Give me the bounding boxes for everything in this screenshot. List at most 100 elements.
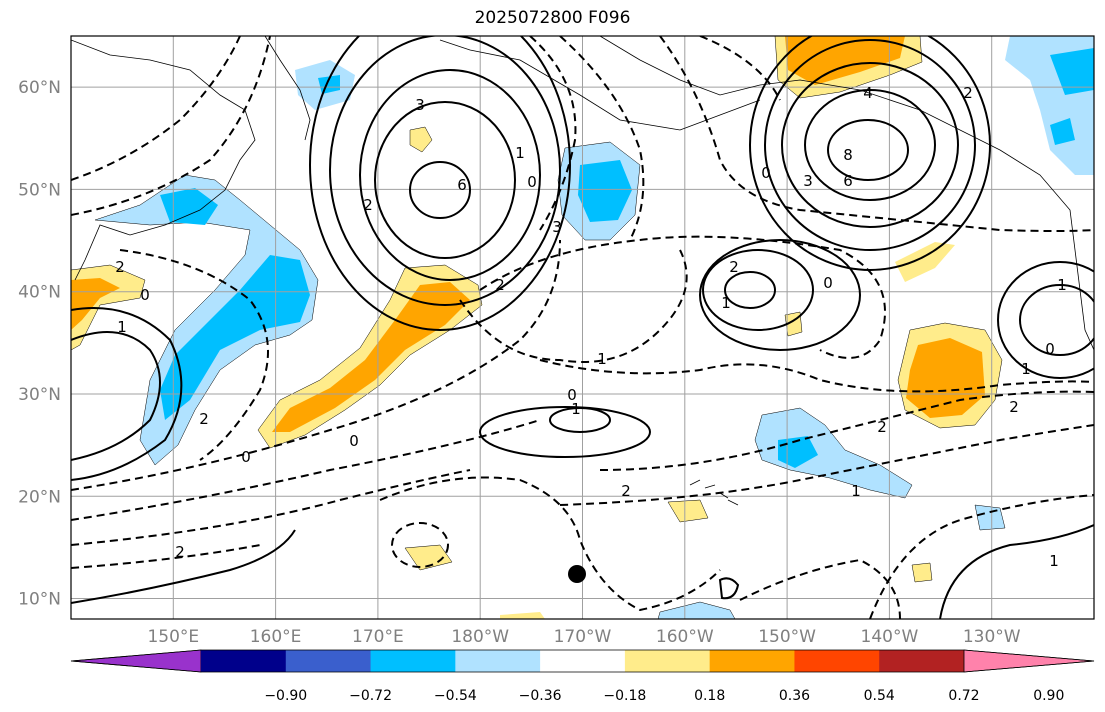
latitude-axis: 60°N 50°N 40°N 30°N 20°N 10°N — [18, 78, 61, 609]
dashed-contours — [71, 36, 1094, 619]
dashed-contour-10 — [869, 494, 1094, 619]
colorbar-tick-label: −0.54 — [434, 688, 477, 704]
dashed-contour-north-2 — [71, 36, 271, 216]
contour-right-1 — [1019, 284, 1094, 356]
colorbar-segment — [709, 650, 795, 672]
contour-value-label: 0 — [241, 448, 251, 466]
contour-high-central-3 — [359, 69, 541, 281]
contour-high-central-2 — [374, 101, 516, 259]
contour-value-label: 0 — [761, 164, 771, 182]
latitude-label: 10°N — [18, 590, 61, 610]
contour-value-label: 8 — [843, 146, 853, 164]
contour-value-label: 0 — [527, 173, 537, 191]
contour-value-label: 3 — [415, 96, 425, 114]
contour-value-label: 2 — [363, 196, 373, 214]
dashed-contour-north-5 — [659, 36, 1094, 232]
colorbar-segment — [794, 650, 880, 672]
coastlines — [71, 36, 1094, 506]
latitude-label: 40°N — [18, 283, 61, 303]
positive-anomaly-small-6 — [911, 562, 933, 583]
contour-small-1 — [718, 577, 740, 600]
colorbar-segment — [370, 650, 456, 672]
colorbar-tick-label: 0.90 — [1033, 688, 1064, 704]
dashed-contour-8 — [559, 424, 1094, 506]
positive-anomaly-east-core — [906, 338, 985, 418]
colorbar-extend-high — [963, 649, 1095, 673]
colorbar-segment — [285, 650, 372, 672]
contour-high-central-4 — [329, 36, 561, 306]
contour-south-1 — [71, 529, 296, 604]
contour-value-label: 2 — [495, 276, 505, 294]
dashed-contour-6 — [539, 359, 1094, 393]
negative-anomaly-west-core — [160, 188, 310, 420]
contour-value-label: 0 — [823, 274, 833, 292]
colorbar-tick-label: −0.72 — [349, 688, 392, 704]
contour-value-label: 2 — [963, 84, 973, 102]
longitude-label: 180°W — [451, 627, 509, 647]
colorbar-segment — [879, 650, 965, 672]
gridlines — [71, 36, 1094, 619]
dashed-contour-mid-ring-2 — [459, 249, 688, 363]
longitude-label: 160°E — [250, 627, 302, 647]
contour-value-label: 0 — [349, 432, 359, 450]
negative-anomaly-north-pacific-core — [578, 160, 632, 222]
contour-high-east-inner — [827, 119, 909, 181]
contour-value-label: 1 — [117, 318, 127, 336]
dashed-contour-west-ring — [119, 249, 269, 461]
location-marker — [568, 565, 586, 583]
coastline-hawaii — [689, 479, 739, 506]
colorbar-tick-label: −0.90 — [264, 688, 307, 704]
latitude-label: 20°N — [18, 487, 61, 507]
longitude-label: 170°E — [352, 627, 404, 647]
positive-anomaly-small-2 — [895, 242, 955, 282]
contour-west-2 — [71, 307, 183, 481]
contour-mid-1 — [724, 271, 776, 309]
dashed-contour-7 — [599, 390, 1094, 471]
colorbar-tick-label: 0.36 — [779, 688, 810, 704]
contour-value-label: 2 — [115, 258, 125, 276]
contour-mid-3 — [699, 239, 861, 351]
contour-value-label: 4 — [863, 84, 873, 102]
positive-anomaly-small-4 — [667, 499, 709, 523]
contour-value-label: 2 — [877, 418, 887, 436]
contour-value-label: 2 — [729, 258, 739, 276]
dashed-contour-2 — [71, 419, 541, 521]
contour-value-label: 1 — [851, 482, 861, 500]
contour-value-label: 2 — [1009, 398, 1019, 416]
latitude-label: 50°N — [18, 180, 61, 200]
coastline-alaska — [599, 36, 1094, 351]
contour-value-label: 1 — [1021, 360, 1031, 378]
colorbar-outline — [70, 649, 1095, 673]
contour-value-label: 2 — [621, 482, 631, 500]
latitude-label: 30°N — [18, 385, 61, 405]
contour-high-central-inner — [409, 161, 471, 219]
colorbar-segment — [201, 650, 287, 672]
solid-contours — [71, 36, 1094, 619]
contour-low-2 — [479, 406, 651, 458]
dashed-contour-ring-1 — [391, 522, 449, 568]
longitude-label: 140°W — [861, 627, 919, 647]
dashed-contour-9 — [739, 558, 901, 619]
positive-anomaly-small-5 — [404, 544, 453, 571]
colorbar-segment — [455, 650, 541, 672]
dashed-contour-1 — [71, 239, 561, 491]
colorbar-tick-label: 0.18 — [694, 688, 725, 704]
dashed-contour-north-4 — [559, 36, 645, 241]
coastline-aleutians — [439, 39, 761, 131]
longitude-label: 150°E — [147, 627, 199, 647]
coastline-asia — [71, 39, 256, 281]
colorbar: −0.90 −0.72 −0.54 −0.36 −0.18 0.18 0.36 0.54 0.7… — [70, 649, 1095, 704]
dashed-contour-3 — [71, 469, 471, 546]
contour-value-label: 1 — [571, 400, 581, 418]
contour-value-label: 0 — [1045, 340, 1055, 358]
dashed-contour-north-1 — [71, 36, 241, 181]
contour-value-label: 1 — [597, 350, 607, 368]
positive-anomaly-central-core — [272, 282, 470, 432]
contour-value-label: 6 — [843, 172, 853, 190]
dashed-contour-north-3 — [529, 36, 577, 231]
longitude-label: 160°W — [656, 627, 714, 647]
dashed-contour-mid-ring — [479, 235, 886, 359]
longitude-axis: 150°E 160°E 170°E 180°W 170°W 160°W 150°W 140°W… — [147, 627, 1020, 647]
coastline-kamchatka — [264, 36, 311, 141]
